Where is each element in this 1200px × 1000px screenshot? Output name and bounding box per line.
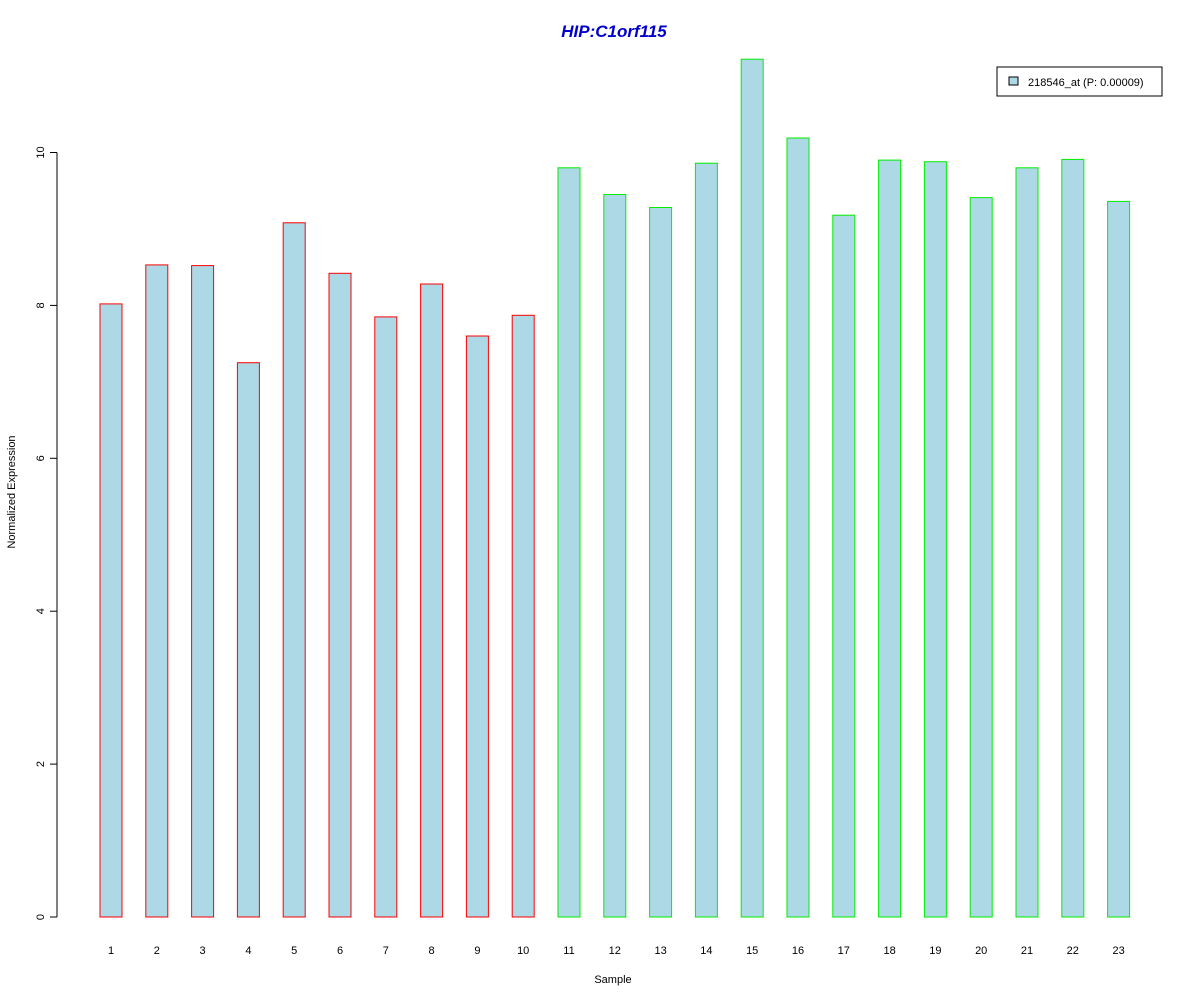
bar-sample-4 xyxy=(236,362,260,918)
x-tick-label: 15 xyxy=(746,945,758,957)
x-tick-label: 22 xyxy=(1067,945,1079,957)
x-tick-label: 2 xyxy=(154,945,160,957)
bar-sample-14 xyxy=(694,162,718,918)
x-tick-label: 20 xyxy=(975,945,987,957)
x-tick-label: 1 xyxy=(108,945,114,957)
x-tick-labels: 1 2 3 4 5 6 7 8 9 10 11 12 13 14 15 16 17 18 19 20 21 22 23 xyxy=(108,945,1125,957)
x-tick-label: 17 xyxy=(838,945,850,957)
bar-sample-17 xyxy=(832,214,856,918)
bar-sample-20 xyxy=(969,197,993,918)
bar-sample-9 xyxy=(465,335,489,918)
y-axis-label: Normalized Expression xyxy=(6,435,18,548)
x-tick-label: 12 xyxy=(609,945,621,957)
x-tick-label: 19 xyxy=(929,945,941,957)
x-axis-label: Sample xyxy=(594,974,631,986)
bar-sample-15 xyxy=(740,58,764,918)
x-tick-label: 3 xyxy=(200,945,206,957)
legend: 218546_at (P: 0.00009) xyxy=(996,66,1163,97)
legend-label: 218546_at (P: 0.00009) xyxy=(1028,77,1144,89)
x-tick-label: 10 xyxy=(517,945,529,957)
bar-sample-3 xyxy=(191,265,215,918)
bar-sample-5 xyxy=(282,222,306,918)
bar-sample-16 xyxy=(786,137,810,918)
x-tick-label: 23 xyxy=(1112,945,1124,957)
bar-sample-6 xyxy=(328,272,352,918)
chart-title: HIP:C1orf115 xyxy=(561,22,667,41)
bar-sample-21 xyxy=(1015,167,1039,918)
bar-sample-2 xyxy=(145,264,169,918)
x-tick-label: 13 xyxy=(654,945,666,957)
y-tick-label: 6 xyxy=(35,455,47,461)
x-tick-label: 9 xyxy=(474,945,480,957)
legend-box xyxy=(996,66,1163,97)
bar-sample-11 xyxy=(557,167,581,918)
bar-sample-1 xyxy=(99,303,123,918)
y-tick-label: 8 xyxy=(35,302,47,308)
y-tick-label: 2 xyxy=(35,761,47,767)
x-tick-label: 18 xyxy=(883,945,895,957)
bar-sample-18 xyxy=(878,159,902,918)
x-tick-label: 21 xyxy=(1021,945,1033,957)
x-tick-label: 14 xyxy=(700,945,712,957)
x-tick-label: 8 xyxy=(429,945,435,957)
bar-sample-13 xyxy=(649,207,673,918)
x-tick-label: 4 xyxy=(245,945,251,957)
y-tick-label: 0 xyxy=(35,914,47,920)
x-tick-label: 16 xyxy=(792,945,804,957)
bar-sample-19 xyxy=(923,161,947,918)
bar-sample-22 xyxy=(1061,158,1085,918)
legend-swatch xyxy=(1008,76,1019,86)
x-tick-label: 11 xyxy=(563,945,574,957)
bars-group xyxy=(99,58,1131,918)
y-axis: 0 2 4 6 8 10 xyxy=(35,146,58,920)
bar-sample-23 xyxy=(1107,200,1131,918)
y-tick-label: 4 xyxy=(35,608,47,614)
bar-sample-7 xyxy=(374,316,398,918)
x-tick-label: 5 xyxy=(291,945,297,957)
bar-sample-8 xyxy=(420,283,444,918)
y-tick-label: 10 xyxy=(35,146,47,158)
bar-sample-12 xyxy=(603,194,627,918)
bar-sample-10 xyxy=(511,314,535,918)
x-tick-label: 7 xyxy=(383,945,389,957)
x-tick-label: 6 xyxy=(337,945,343,957)
